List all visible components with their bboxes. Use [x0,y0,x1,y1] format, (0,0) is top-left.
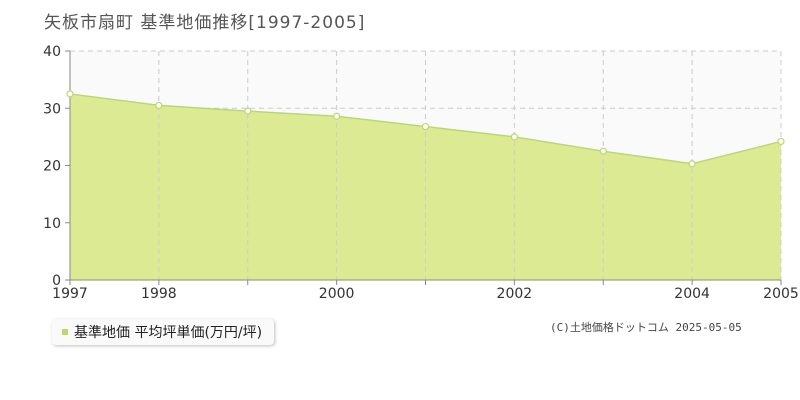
data-point [510,133,518,141]
x-tick-label: 2002 [497,286,533,302]
y-tick-label: 20 [43,159,61,175]
data-point [66,90,74,98]
y-tick-label: 10 [43,216,61,232]
data-point [244,107,252,115]
legend: 基準地価 平均坪単価(万円/坪) [52,319,275,345]
x-tick-labels: 1997 1998 2000 2002 2004 2005 [52,286,799,302]
data-point [688,160,696,168]
data-point [333,112,341,120]
x-tick-label: 2000 [319,286,355,302]
data-point [155,101,163,109]
vertical-grid [158,51,782,280]
copyright-text: (C)土地価格ドットコム 2025-05-05 [550,321,742,334]
x-tick-label: 2005 [763,286,799,302]
axes [65,50,782,285]
y-tick-label: 0 [52,273,61,289]
y-tick-label: 40 [43,44,61,60]
x-tick-label: 1998 [141,286,177,302]
data-point [421,122,430,131]
x-tick-label: 1997 [52,286,88,302]
data-point [599,147,607,155]
y-tick-label: 30 [43,101,61,117]
x-tick-label: 2004 [674,286,710,302]
y-tick-labels: 0 10 20 30 40 [43,44,61,289]
legend-label: 基準地価 平均坪単価(万円/坪) [74,325,263,341]
data-point [777,137,785,146]
chart-title: 矢板市扇町 基準地価推移[1997-2005] [44,13,366,33]
data-points [66,90,785,168]
legend-swatch [62,329,68,335]
